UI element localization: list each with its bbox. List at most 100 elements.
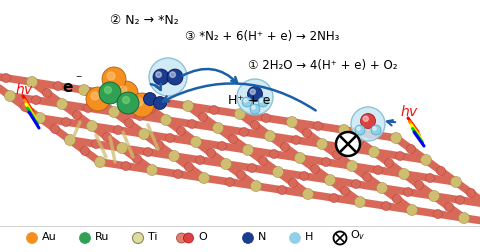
Circle shape	[280, 142, 289, 151]
Circle shape	[420, 154, 432, 166]
Circle shape	[184, 163, 193, 172]
Circle shape	[50, 124, 60, 134]
Circle shape	[404, 187, 412, 197]
Circle shape	[154, 97, 167, 110]
Circle shape	[168, 150, 180, 162]
Circle shape	[250, 104, 260, 114]
Circle shape	[258, 97, 268, 107]
Circle shape	[91, 92, 99, 100]
Circle shape	[122, 97, 130, 104]
Circle shape	[173, 170, 182, 178]
Text: H: H	[305, 233, 313, 242]
Circle shape	[79, 84, 89, 96]
Circle shape	[108, 107, 120, 117]
Circle shape	[287, 116, 298, 128]
Circle shape	[251, 120, 260, 130]
Circle shape	[103, 133, 111, 142]
Circle shape	[355, 125, 365, 135]
Circle shape	[302, 129, 312, 138]
Circle shape	[199, 173, 209, 183]
Text: Ru: Ru	[95, 233, 109, 242]
Circle shape	[357, 127, 360, 130]
Circle shape	[209, 106, 218, 114]
Circle shape	[81, 146, 89, 155]
Circle shape	[351, 179, 360, 188]
Text: ② N₂ → *N₂: ② N₂ → *N₂	[110, 14, 179, 27]
Circle shape	[72, 110, 82, 119]
Circle shape	[167, 69, 183, 85]
Text: ③ *N₂ + 6(H⁺ + e) → 2NH₃: ③ *N₂ + 6(H⁺ + e) → 2NH₃	[185, 30, 339, 43]
Circle shape	[105, 86, 111, 93]
Circle shape	[113, 125, 122, 135]
Circle shape	[26, 77, 37, 87]
Circle shape	[132, 233, 144, 243]
Circle shape	[99, 82, 121, 104]
Circle shape	[250, 89, 255, 94]
Circle shape	[251, 180, 262, 192]
Text: $^-$: $^-$	[74, 74, 83, 84]
Circle shape	[139, 129, 149, 140]
Circle shape	[407, 205, 418, 215]
Circle shape	[53, 81, 62, 90]
Circle shape	[458, 212, 469, 224]
Circle shape	[166, 134, 175, 142]
Circle shape	[237, 171, 245, 179]
Circle shape	[329, 194, 338, 203]
Circle shape	[220, 159, 231, 170]
Circle shape	[365, 130, 374, 139]
Circle shape	[95, 156, 106, 168]
Circle shape	[373, 127, 376, 130]
Circle shape	[322, 158, 331, 167]
Circle shape	[242, 97, 252, 107]
Circle shape	[244, 99, 247, 102]
Circle shape	[336, 132, 360, 156]
Circle shape	[213, 122, 224, 134]
Circle shape	[456, 196, 465, 205]
Circle shape	[269, 149, 278, 159]
Circle shape	[264, 131, 276, 142]
Text: O$_v$: O$_v$	[350, 229, 366, 242]
Circle shape	[191, 137, 202, 147]
Circle shape	[84, 104, 93, 112]
Circle shape	[300, 172, 309, 180]
Circle shape	[252, 106, 255, 109]
Circle shape	[407, 144, 416, 153]
Circle shape	[61, 117, 71, 127]
Circle shape	[393, 195, 401, 204]
Circle shape	[311, 165, 320, 173]
Circle shape	[344, 143, 352, 152]
Circle shape	[160, 114, 171, 125]
Circle shape	[242, 144, 253, 155]
Circle shape	[144, 92, 156, 106]
Circle shape	[237, 79, 273, 115]
Circle shape	[132, 154, 142, 164]
Circle shape	[155, 141, 164, 149]
Circle shape	[277, 185, 287, 195]
Circle shape	[338, 124, 349, 136]
Circle shape	[433, 209, 443, 218]
Circle shape	[117, 92, 139, 114]
Circle shape	[21, 103, 29, 111]
Circle shape	[302, 188, 313, 200]
Circle shape	[291, 136, 300, 144]
Circle shape	[195, 155, 204, 165]
Circle shape	[334, 232, 347, 244]
Circle shape	[199, 112, 207, 121]
Circle shape	[106, 89, 115, 99]
Circle shape	[467, 188, 476, 198]
Circle shape	[391, 133, 401, 143]
Circle shape	[355, 137, 363, 145]
Circle shape	[144, 147, 153, 156]
Circle shape	[182, 101, 193, 111]
Circle shape	[64, 135, 75, 145]
Circle shape	[289, 233, 300, 243]
Text: ① 2H₂O → 4(H⁺ + e) + O₂: ① 2H₂O → 4(H⁺ + e) + O₂	[248, 59, 397, 72]
Circle shape	[398, 169, 409, 179]
Circle shape	[248, 164, 256, 173]
Text: H⁺ + e: H⁺ + e	[228, 94, 270, 107]
Circle shape	[146, 105, 156, 113]
Circle shape	[347, 161, 358, 172]
Circle shape	[153, 69, 169, 85]
Circle shape	[382, 202, 391, 210]
Circle shape	[188, 119, 196, 129]
